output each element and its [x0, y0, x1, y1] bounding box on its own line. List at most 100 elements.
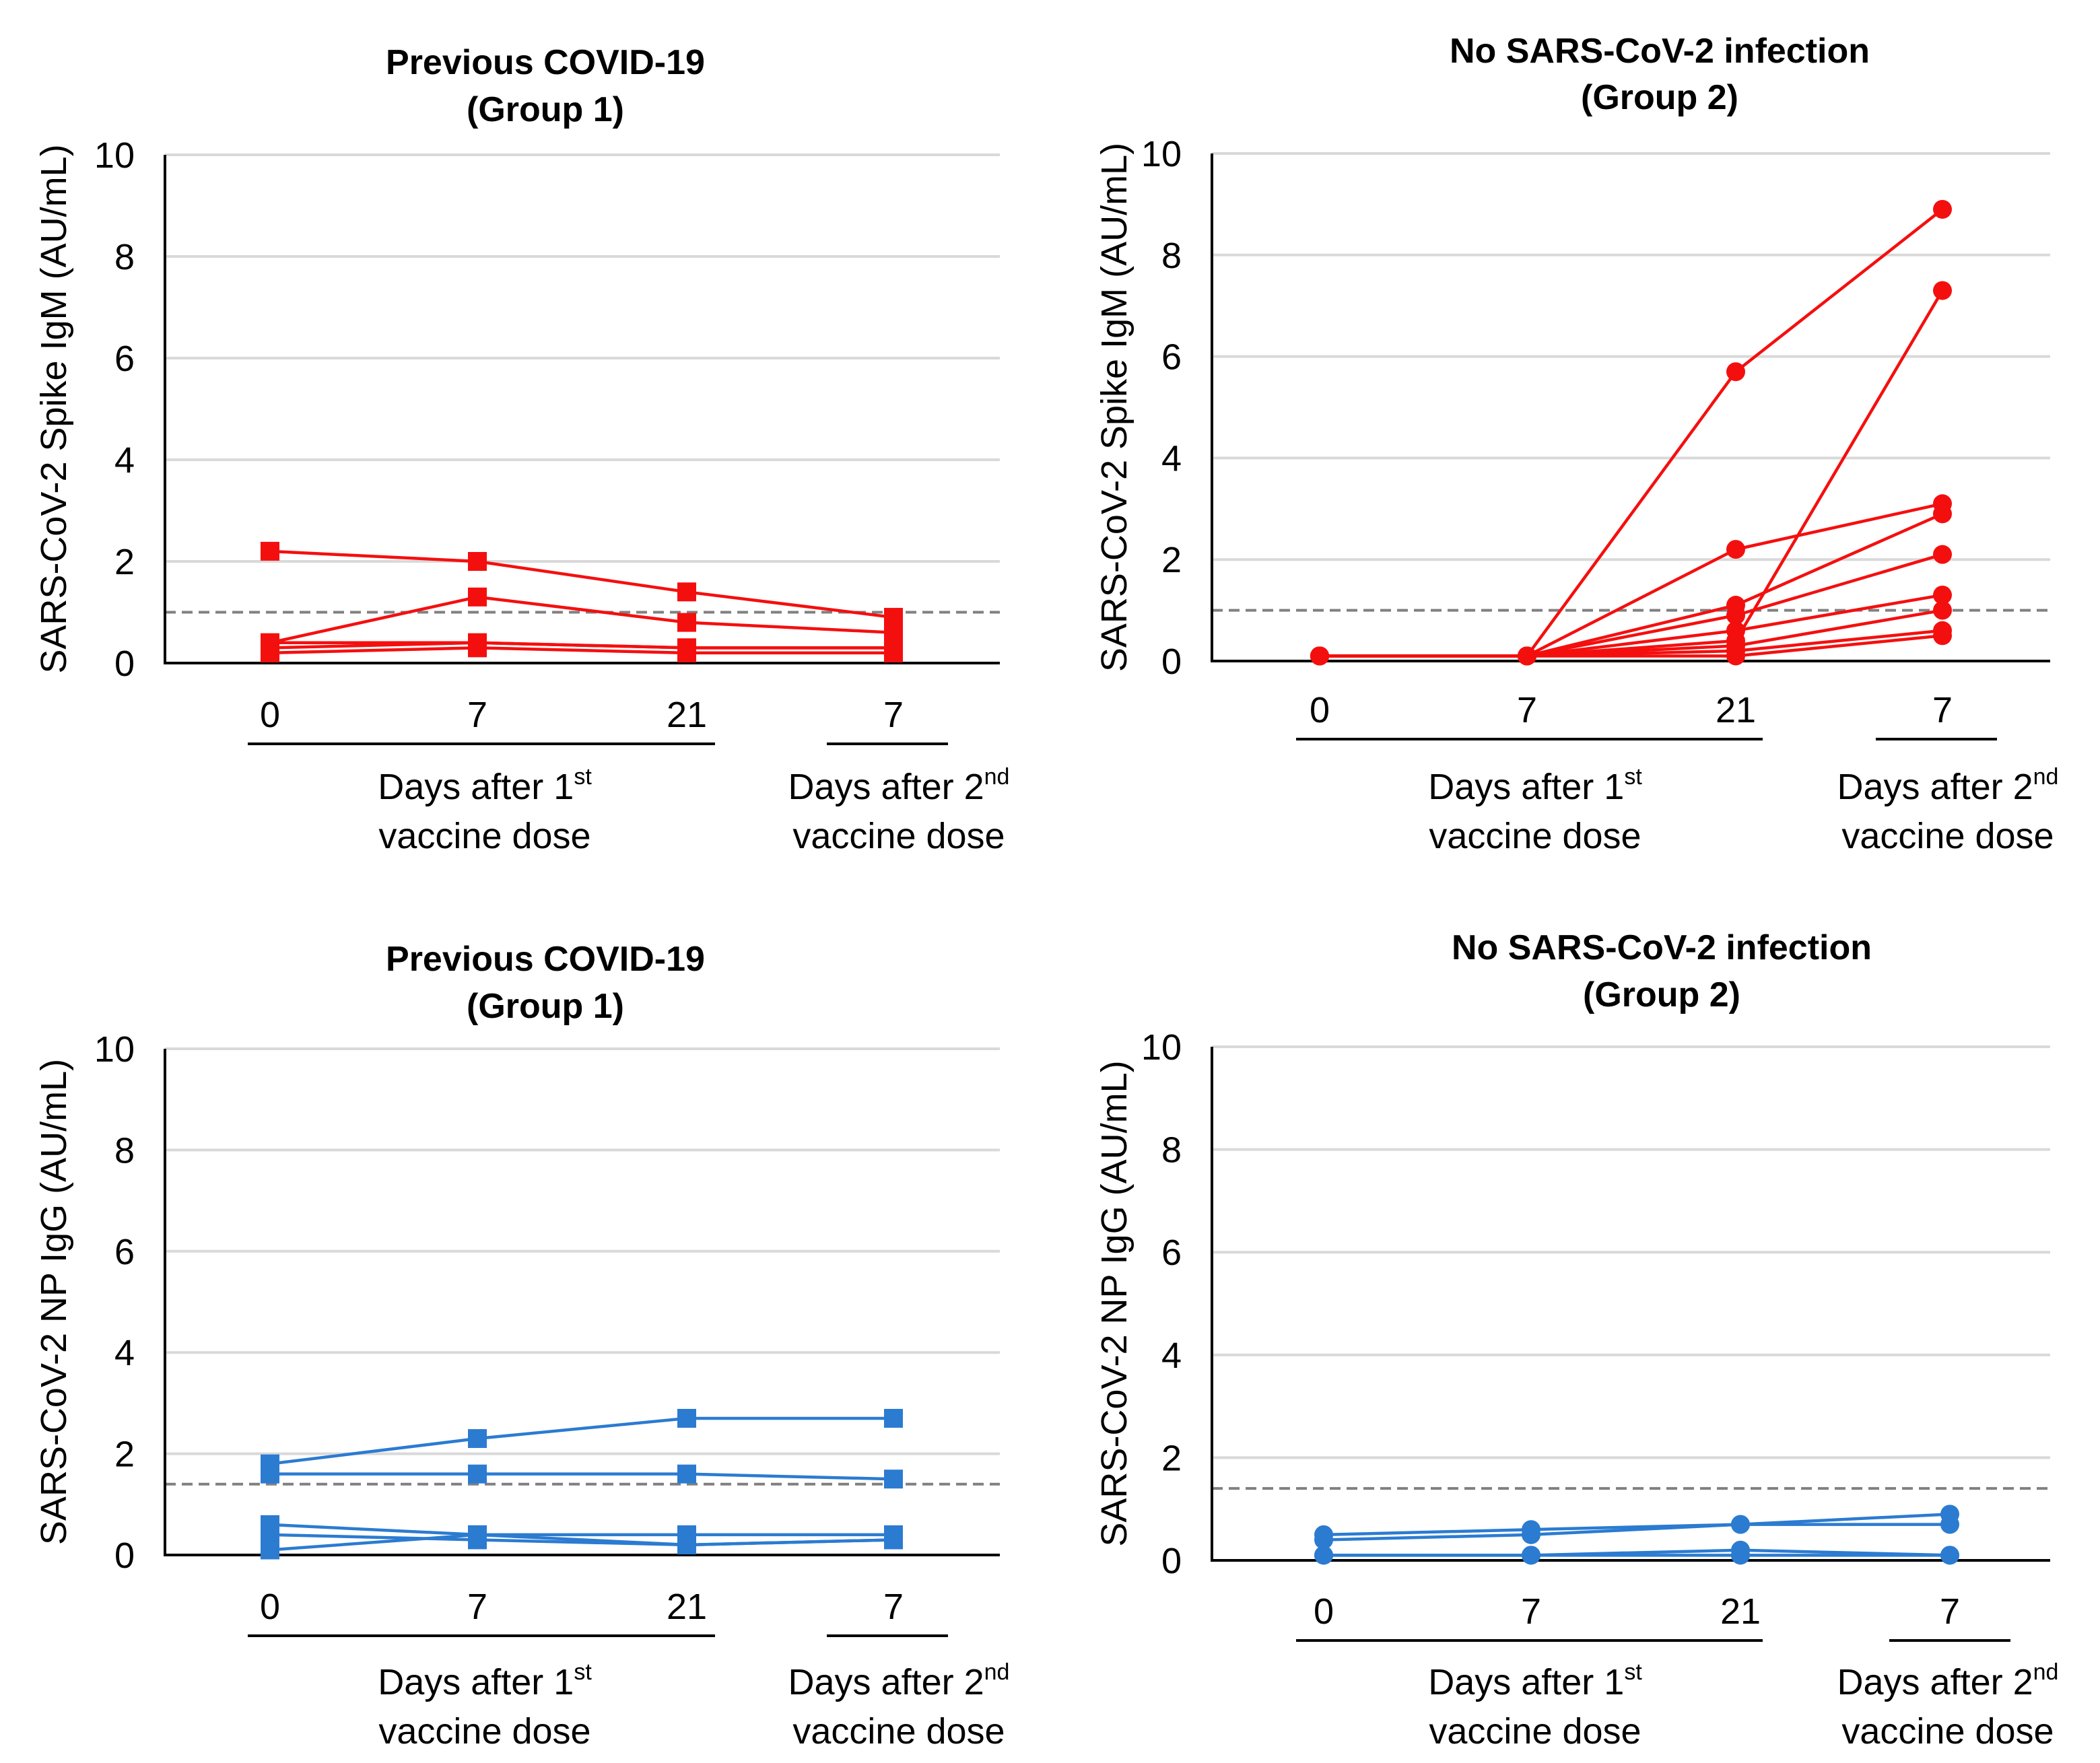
x-tick-label: 7: [467, 1587, 487, 1627]
x-tick-label: 0: [1314, 1591, 1334, 1632]
data-point: [261, 1540, 279, 1560]
x-group-label-sup: st: [574, 1659, 592, 1685]
x-group-label-sup: nd: [984, 1659, 1010, 1685]
series-line-3: [1320, 502, 1943, 658]
x-group-label-second-line2: vaccine dose: [792, 816, 1005, 856]
y-tick-label: 0: [1161, 642, 1182, 682]
x-group-label-text: Days after 1: [1428, 767, 1624, 807]
x-tick-label: 7: [1932, 690, 1953, 730]
data-point: [1310, 646, 1329, 666]
chart-subtitle: (Group 1): [467, 987, 624, 1026]
data-point: [1940, 1546, 1959, 1565]
data-point: [261, 541, 279, 561]
data-point: [677, 1464, 696, 1484]
y-axis-label: SARS-CoV-2 Spike IgM (AU/mL): [34, 144, 74, 673]
x-tick-label: 21: [1716, 690, 1756, 730]
data-point: [1726, 646, 1745, 666]
series-line-5: [269, 1533, 894, 1552]
data-point: [1726, 621, 1745, 640]
data-point: [1314, 1546, 1333, 1565]
chart-subtitle: (Group 1): [467, 90, 624, 129]
x-tick-label: 0: [260, 695, 280, 735]
y-tick-label: 8: [1161, 1130, 1182, 1171]
data-point: [1731, 1546, 1750, 1565]
y-tick-label: 4: [1161, 1336, 1182, 1376]
series-line-2: [270, 1472, 894, 1481]
x-group-label-sup: st: [1624, 764, 1642, 790]
x-group-label-sup: nd: [2033, 1659, 2059, 1685]
series-line-1: [269, 549, 894, 619]
series-line-4: [269, 646, 893, 655]
series-line-9: [1320, 634, 1943, 658]
chart-title: Previous COVID-19: [386, 43, 705, 82]
y-tick-label: 6: [114, 1232, 135, 1272]
x-tick-label: 0: [260, 1587, 280, 1627]
data-point: [677, 1535, 696, 1554]
x-group-label-second-line2: vaccine dose: [792, 1711, 1005, 1752]
y-tick-label: 10: [1141, 1027, 1182, 1068]
y-tick-label: 6: [114, 339, 135, 379]
x-group-label-first-line2: vaccine dose: [1429, 1711, 1641, 1752]
x-tick-label: 7: [883, 695, 904, 735]
chart-subtitle: (Group 2): [1581, 78, 1738, 117]
x-group-label-first: Days after 1st: [1428, 764, 1642, 807]
data-point: [1726, 362, 1745, 382]
data-point: [1731, 1515, 1750, 1534]
x-tick-label: 21: [667, 695, 707, 735]
x-group-label-sup: st: [1624, 1659, 1642, 1685]
data-point: [261, 633, 279, 652]
y-tick-label: 10: [1141, 134, 1182, 174]
x-group-label-text: Days after 1: [378, 767, 574, 807]
x-group-label-first-line2: vaccine dose: [1429, 816, 1641, 856]
chart-panel-4: No SARS-CoV-2 infection (Group 2) 0 2 4 6 8 10S…: [1094, 928, 2058, 1752]
y-axis-label: SARS-CoV-2 NP IgG (AU/mL): [34, 1059, 74, 1545]
series-line-1: [1323, 1513, 1951, 1537]
series-line-1: [1320, 208, 1944, 658]
y-axis-label: SARS-CoV-2 NP IgG (AU/mL): [1094, 1060, 1134, 1546]
data-point: [1933, 626, 1952, 646]
data-point: [1726, 540, 1745, 559]
series-line-1: [269, 1416, 893, 1465]
x-group-label-sup: st: [574, 764, 592, 790]
data-point: [677, 613, 696, 632]
data-point: [1933, 281, 1952, 300]
x-tick-label: 7: [1521, 1591, 1541, 1632]
data-point: [1933, 199, 1952, 219]
x-group-label-second: Days after 2nd: [788, 764, 1010, 807]
x-group-label-text: Days after 1: [378, 1662, 574, 1702]
y-tick-label: 2: [1161, 1438, 1182, 1478]
data-point: [468, 1429, 487, 1449]
y-tick-label: 6: [1161, 337, 1182, 378]
data-point: [884, 1530, 903, 1550]
y-tick-label: 2: [114, 1434, 135, 1475]
x-group-label-text: Days after 2: [1837, 767, 2033, 807]
y-tick-label: 4: [1161, 438, 1182, 479]
series-line-5: [270, 641, 893, 650]
data-point: [468, 633, 487, 652]
x-group-label-first: Days after 1st: [1428, 1659, 1642, 1702]
series-line-3: [269, 1523, 893, 1537]
x-group-label-first: Days after 1st: [378, 764, 592, 807]
y-axis-label: SARS-CoV-2 Spike IgM (AU/mL): [1094, 143, 1134, 672]
data-point: [677, 1408, 696, 1428]
y-tick-label: 4: [114, 440, 135, 481]
x-group-label-second-line2: vaccine dose: [1841, 1711, 2054, 1752]
x-group-label-text: Days after 1: [1428, 1662, 1624, 1702]
y-tick-label: 10: [94, 1029, 135, 1070]
chart-title: No SARS-CoV-2 infection: [1450, 32, 1870, 71]
x-group-label-text: Days after 2: [788, 767, 984, 807]
x-group-label-second-line2: vaccine dose: [1841, 816, 2054, 856]
data-point: [468, 552, 487, 571]
series-line-2: [1323, 1523, 1950, 1542]
data-point: [261, 1464, 279, 1484]
data-point: [1933, 504, 1952, 524]
x-tick-label: 21: [1720, 1591, 1761, 1632]
y-tick-label: 8: [114, 237, 135, 277]
x-group-label-first-line2: vaccine dose: [378, 816, 590, 856]
y-tick-label: 2: [114, 542, 135, 582]
data-point: [1726, 606, 1745, 625]
y-tick-label: 0: [1161, 1541, 1182, 1581]
x-tick-label: 21: [667, 1587, 707, 1627]
chart-panel-3: Previous COVID-19 (Group 1) 0 2 4 6 8 10 SARS-Co…: [34, 940, 1009, 1752]
